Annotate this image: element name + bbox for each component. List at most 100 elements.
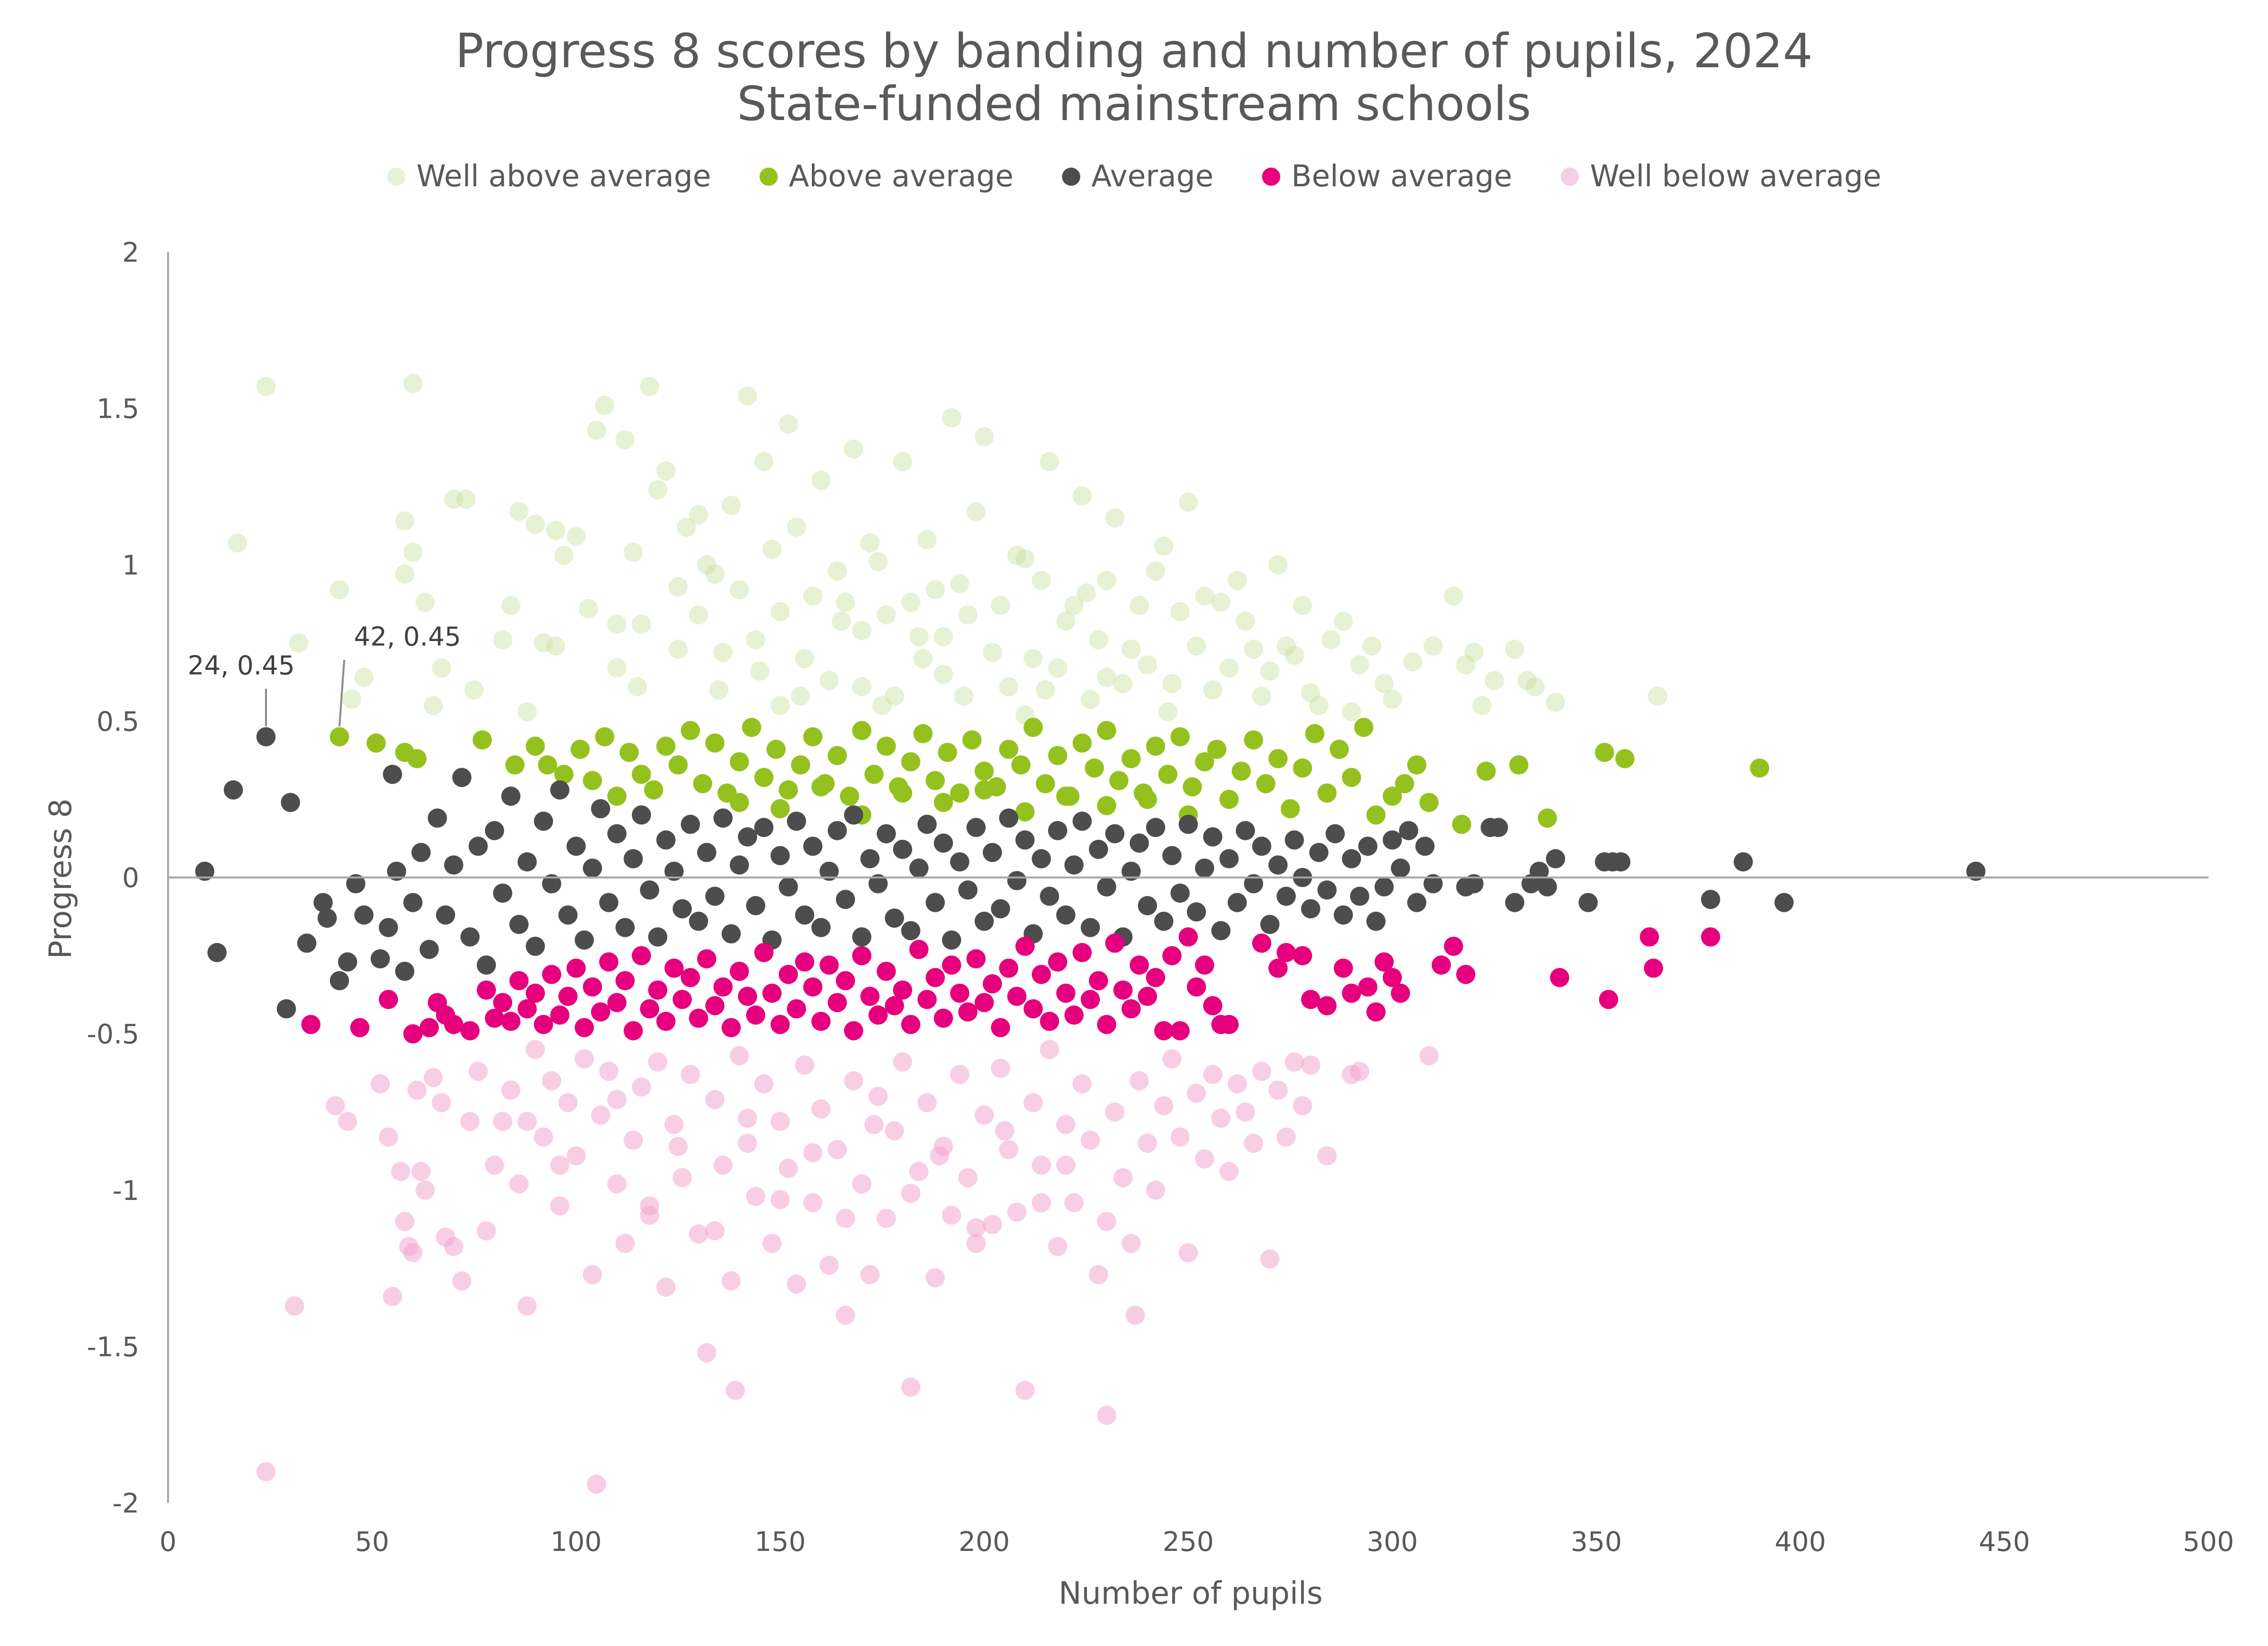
data-point: [1334, 958, 1353, 978]
data-point: [1179, 1243, 1198, 1262]
data-point: [844, 805, 863, 825]
data-point: [452, 768, 471, 787]
data-point: [1081, 1130, 1100, 1150]
data-point: [436, 905, 455, 925]
data-point: [771, 1015, 790, 1034]
data-point: [1966, 861, 1986, 881]
data-point: [1130, 833, 1149, 853]
data-point: [926, 1268, 945, 1288]
data-point: [754, 943, 773, 962]
data-point: [705, 564, 724, 584]
data-point: [1146, 561, 1165, 581]
data-point: [1268, 855, 1288, 875]
data-point: [1599, 990, 1618, 1009]
data-point: [607, 1174, 627, 1194]
data-point: [1036, 774, 1055, 794]
data-point: [975, 911, 994, 931]
data-point: [1073, 811, 1092, 831]
data-point: [1089, 839, 1108, 859]
data-point: [558, 905, 578, 925]
data-point: [1228, 1074, 1247, 1094]
data-point: [722, 1271, 741, 1291]
data-point: [285, 1296, 304, 1316]
data-point: [570, 739, 590, 759]
data-point: [1064, 855, 1084, 875]
data-point: [966, 1218, 986, 1237]
data-point: [709, 680, 729, 700]
y-tick-label: -0.5: [87, 1019, 139, 1050]
data-point: [893, 1052, 912, 1072]
data-point: [693, 774, 712, 794]
data-point: [713, 808, 733, 828]
data-point: [1701, 927, 1720, 947]
data-point: [1472, 696, 1492, 715]
data-point: [705, 733, 724, 753]
data-point: [795, 905, 814, 925]
data-point: [195, 861, 215, 881]
data-point: [852, 927, 871, 947]
data-point: [1219, 658, 1239, 678]
data-point: [1015, 936, 1035, 956]
data-point: [1138, 655, 1157, 675]
data-point: [1329, 739, 1349, 759]
data-point: [1122, 999, 1141, 1019]
data-point: [1056, 611, 1075, 631]
data-point: [1395, 774, 1414, 794]
data-point: [1048, 658, 1067, 678]
data-point: [1105, 1102, 1124, 1122]
data-point: [407, 1080, 427, 1100]
data-point: [885, 686, 904, 706]
data-point: [1219, 789, 1239, 809]
data-point: [607, 787, 627, 806]
data-point: [228, 533, 247, 553]
data-point: [1326, 824, 1345, 844]
data-point: [1024, 1093, 1043, 1113]
x-tick-label: 450: [1979, 1526, 2030, 1558]
data-point: [1073, 486, 1092, 506]
data-point: [595, 396, 615, 415]
x-tick-label: 100: [551, 1526, 602, 1558]
data-point: [1097, 667, 1116, 687]
data-point: [754, 818, 773, 837]
data-point: [901, 1015, 920, 1034]
data-point: [913, 649, 933, 668]
data-point: [501, 787, 520, 806]
data-point: [428, 808, 447, 828]
data-point: [999, 958, 1018, 978]
data-point: [1130, 1071, 1149, 1090]
data-point: [664, 861, 684, 881]
data-point: [1146, 818, 1165, 837]
data-point: [754, 1074, 773, 1094]
data-point: [1366, 805, 1386, 825]
data-point: [779, 414, 798, 434]
data-point: [1081, 690, 1100, 709]
data-point: [1256, 774, 1276, 794]
data-point: [1064, 595, 1084, 615]
data-point: [460, 927, 480, 947]
data-point: [836, 971, 855, 991]
data-point: [1350, 655, 1369, 675]
data-point: [207, 943, 227, 962]
data-point: [877, 605, 896, 625]
data-point: [627, 677, 647, 697]
data-point: [575, 930, 594, 950]
data-point: [1015, 1380, 1035, 1400]
data-point: [1089, 630, 1108, 650]
data-point: [836, 1209, 855, 1228]
data-point: [518, 702, 537, 722]
data-point: [1138, 789, 1157, 809]
data-point: [366, 733, 386, 753]
data-point: [1162, 846, 1182, 865]
annotations: 24, 0.45 42, 0.45: [188, 621, 461, 726]
data-point: [681, 1065, 700, 1084]
data-point: [1268, 555, 1288, 575]
data-point: [1309, 696, 1328, 715]
data-point: [526, 1040, 545, 1059]
data-point: [1321, 630, 1341, 650]
data-point: [1179, 493, 1198, 512]
data-point: [1530, 861, 1549, 881]
data-point: [1640, 927, 1659, 947]
data-point: [1415, 836, 1435, 856]
data-point: [975, 780, 994, 800]
